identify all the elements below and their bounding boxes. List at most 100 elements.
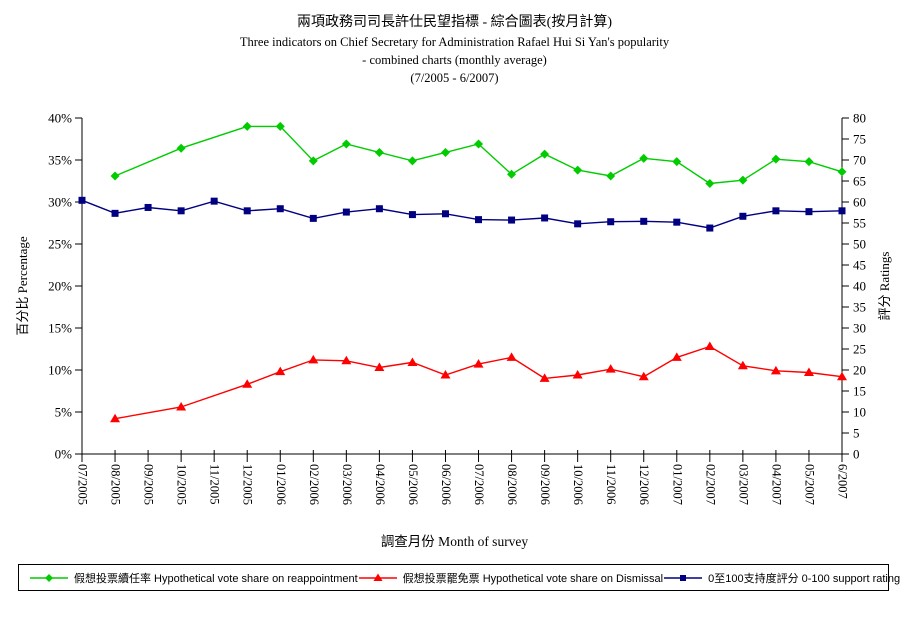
triangle-marker-icon — [671, 352, 682, 361]
square-marker-icon — [508, 216, 516, 224]
square-marker-icon — [772, 207, 780, 215]
right-axis-tick-label: 30 — [853, 321, 866, 336]
triangle-marker-icon — [341, 355, 352, 365]
triangle-marker-icon — [572, 370, 583, 379]
chart-title-block: 兩項政務司司長許仕民望指標 - 綜合圖表(按月計算) Three indicat… — [0, 13, 909, 87]
right-axis-tick-label: 45 — [853, 258, 866, 273]
diamond-marker-icon — [45, 573, 53, 582]
right-axis-tick-label: 20 — [853, 363, 866, 378]
x-axis-tick-label: 08/2005 — [109, 464, 123, 505]
x-axis-tick-label: 02/2007 — [703, 464, 717, 505]
square-marker-icon — [739, 212, 747, 220]
left-axis-tick-label: 20% — [48, 279, 72, 294]
triangle-marker-icon — [440, 370, 451, 379]
x-axis-tick-label: 09/2006 — [538, 464, 552, 505]
square-marker-icon — [475, 216, 483, 224]
diamond-marker-icon — [474, 139, 484, 149]
diamond-marker-icon — [341, 139, 351, 149]
diamond-marker-icon — [308, 156, 318, 166]
left-axis-tick-label: 30% — [48, 195, 72, 210]
legend-swatch-triangle-icon — [358, 573, 397, 581]
x-axis-tick-label: 05/2007 — [802, 464, 816, 505]
diamond-marker-icon — [407, 156, 417, 166]
diamond-marker-icon — [176, 143, 186, 153]
right-axis-tick-label: 5 — [853, 426, 860, 441]
left-axis-tick-label: 25% — [48, 237, 72, 252]
x-axis-tick-label: 09/2005 — [142, 464, 156, 505]
triangle-marker-icon — [110, 413, 121, 423]
right-axis-tick-label: 75 — [853, 132, 866, 147]
square-marker-icon — [210, 197, 218, 205]
chart-title-zh: 兩項政務司司長許仕民望指標 - 綜合圖表(按月計算) — [297, 15, 612, 30]
x-axis-tick-label: 08/2006 — [505, 464, 519, 505]
x-axis-tick-label: 01/2007 — [670, 464, 684, 505]
diamond-marker-icon — [374, 147, 384, 157]
square-marker-icon — [375, 205, 383, 213]
x-axis-tick-label: 04/2006 — [373, 464, 387, 505]
triangle-marker-icon — [770, 365, 781, 375]
triangle-marker-icon — [308, 354, 319, 364]
right-axis-tick-label: 25 — [853, 342, 866, 357]
triangle-marker-icon — [803, 367, 814, 377]
triangle-marker-icon — [704, 341, 715, 350]
square-marker-icon — [706, 224, 714, 232]
legend-item-dismissal: 假想投票罷免票 Hypothetical vote share on Dismi… — [358, 570, 663, 586]
x-axis-tick-label: 12/2006 — [637, 464, 651, 505]
square-marker-icon — [78, 196, 86, 204]
triangle-marker-icon — [242, 379, 253, 388]
square-marker-icon — [541, 214, 549, 222]
legend-swatch-square-icon — [664, 574, 703, 581]
triangle-marker-icon — [374, 362, 385, 371]
right-axis-tick-label: 10 — [853, 405, 866, 420]
x-axis-tick-label: 03/2007 — [736, 464, 750, 505]
square-marker-icon — [607, 218, 615, 226]
chart-period: (7/2005 - 6/2007) — [410, 71, 499, 85]
right-axis-tick-label: 35 — [853, 300, 866, 315]
x-axis-tick-label: 05/2006 — [406, 464, 420, 505]
square-marker-icon — [144, 203, 152, 211]
right-axis-title: 評分 Ratings — [877, 251, 892, 321]
left-axis-title: 百分比 Percentage — [15, 236, 30, 336]
series-line-1 — [114, 345, 843, 420]
square-marker-icon — [276, 205, 284, 213]
triangle-marker-icon — [605, 364, 616, 373]
series-markers-1 — [110, 341, 847, 423]
x-axis-tick-label: 03/2006 — [340, 464, 354, 505]
x-axis-tick-label: 11/2006 — [604, 464, 618, 505]
square-marker-icon — [243, 207, 251, 215]
diamond-marker-icon — [110, 171, 120, 181]
x-axis-tick-label: 07/2005 — [76, 464, 90, 505]
diamond-marker-icon — [540, 149, 550, 159]
triangle-marker-icon — [407, 357, 418, 366]
left-axis-tick-label: 40% — [48, 111, 72, 126]
x-axis-tick-label: 01/2006 — [274, 464, 288, 505]
diamond-marker-icon — [837, 167, 847, 177]
x-axis-tick-label: 10/2006 — [571, 464, 585, 505]
left-axis-tick-label: 0% — [55, 447, 73, 462]
left-axis-tick-label: 10% — [48, 363, 72, 378]
diamond-marker-icon — [639, 153, 649, 163]
triangle-marker-icon — [506, 352, 517, 361]
diamond-marker-icon — [672, 157, 682, 167]
triangle-marker-icon — [275, 366, 286, 376]
right-axis-tick-label: 0 — [853, 447, 860, 462]
right-axis-tick-label: 70 — [853, 153, 866, 168]
diamond-marker-icon — [705, 179, 715, 189]
right-axis-tick-label: 65 — [853, 174, 866, 189]
square-marker-icon — [574, 220, 582, 228]
legend: 假想投票續任率 Hypothetical vote share on reapp… — [18, 564, 900, 591]
triangle-marker-icon — [737, 360, 748, 370]
legend-item-reappointment: 假想投票續任率 Hypothetical vote share on reapp… — [29, 570, 358, 586]
right-axis-tick-label: 50 — [853, 237, 866, 252]
legend-label-dismissal: 假想投票罷免票 Hypothetical vote share on Dismi… — [402, 572, 664, 585]
triangle-marker-icon — [176, 401, 187, 411]
left-axis-tick-label: 5% — [55, 405, 73, 420]
series-markers-0 — [110, 121, 847, 189]
square-marker-icon — [680, 574, 687, 581]
x-axis-tick-label: 02/2006 — [307, 464, 321, 505]
square-marker-icon — [640, 217, 648, 225]
diamond-marker-icon — [242, 121, 252, 131]
legend-item-support-rating: 0至100支持度評分 0-100 support rating — [663, 570, 900, 586]
x-axis-tick-label: 10/2005 — [175, 464, 189, 505]
